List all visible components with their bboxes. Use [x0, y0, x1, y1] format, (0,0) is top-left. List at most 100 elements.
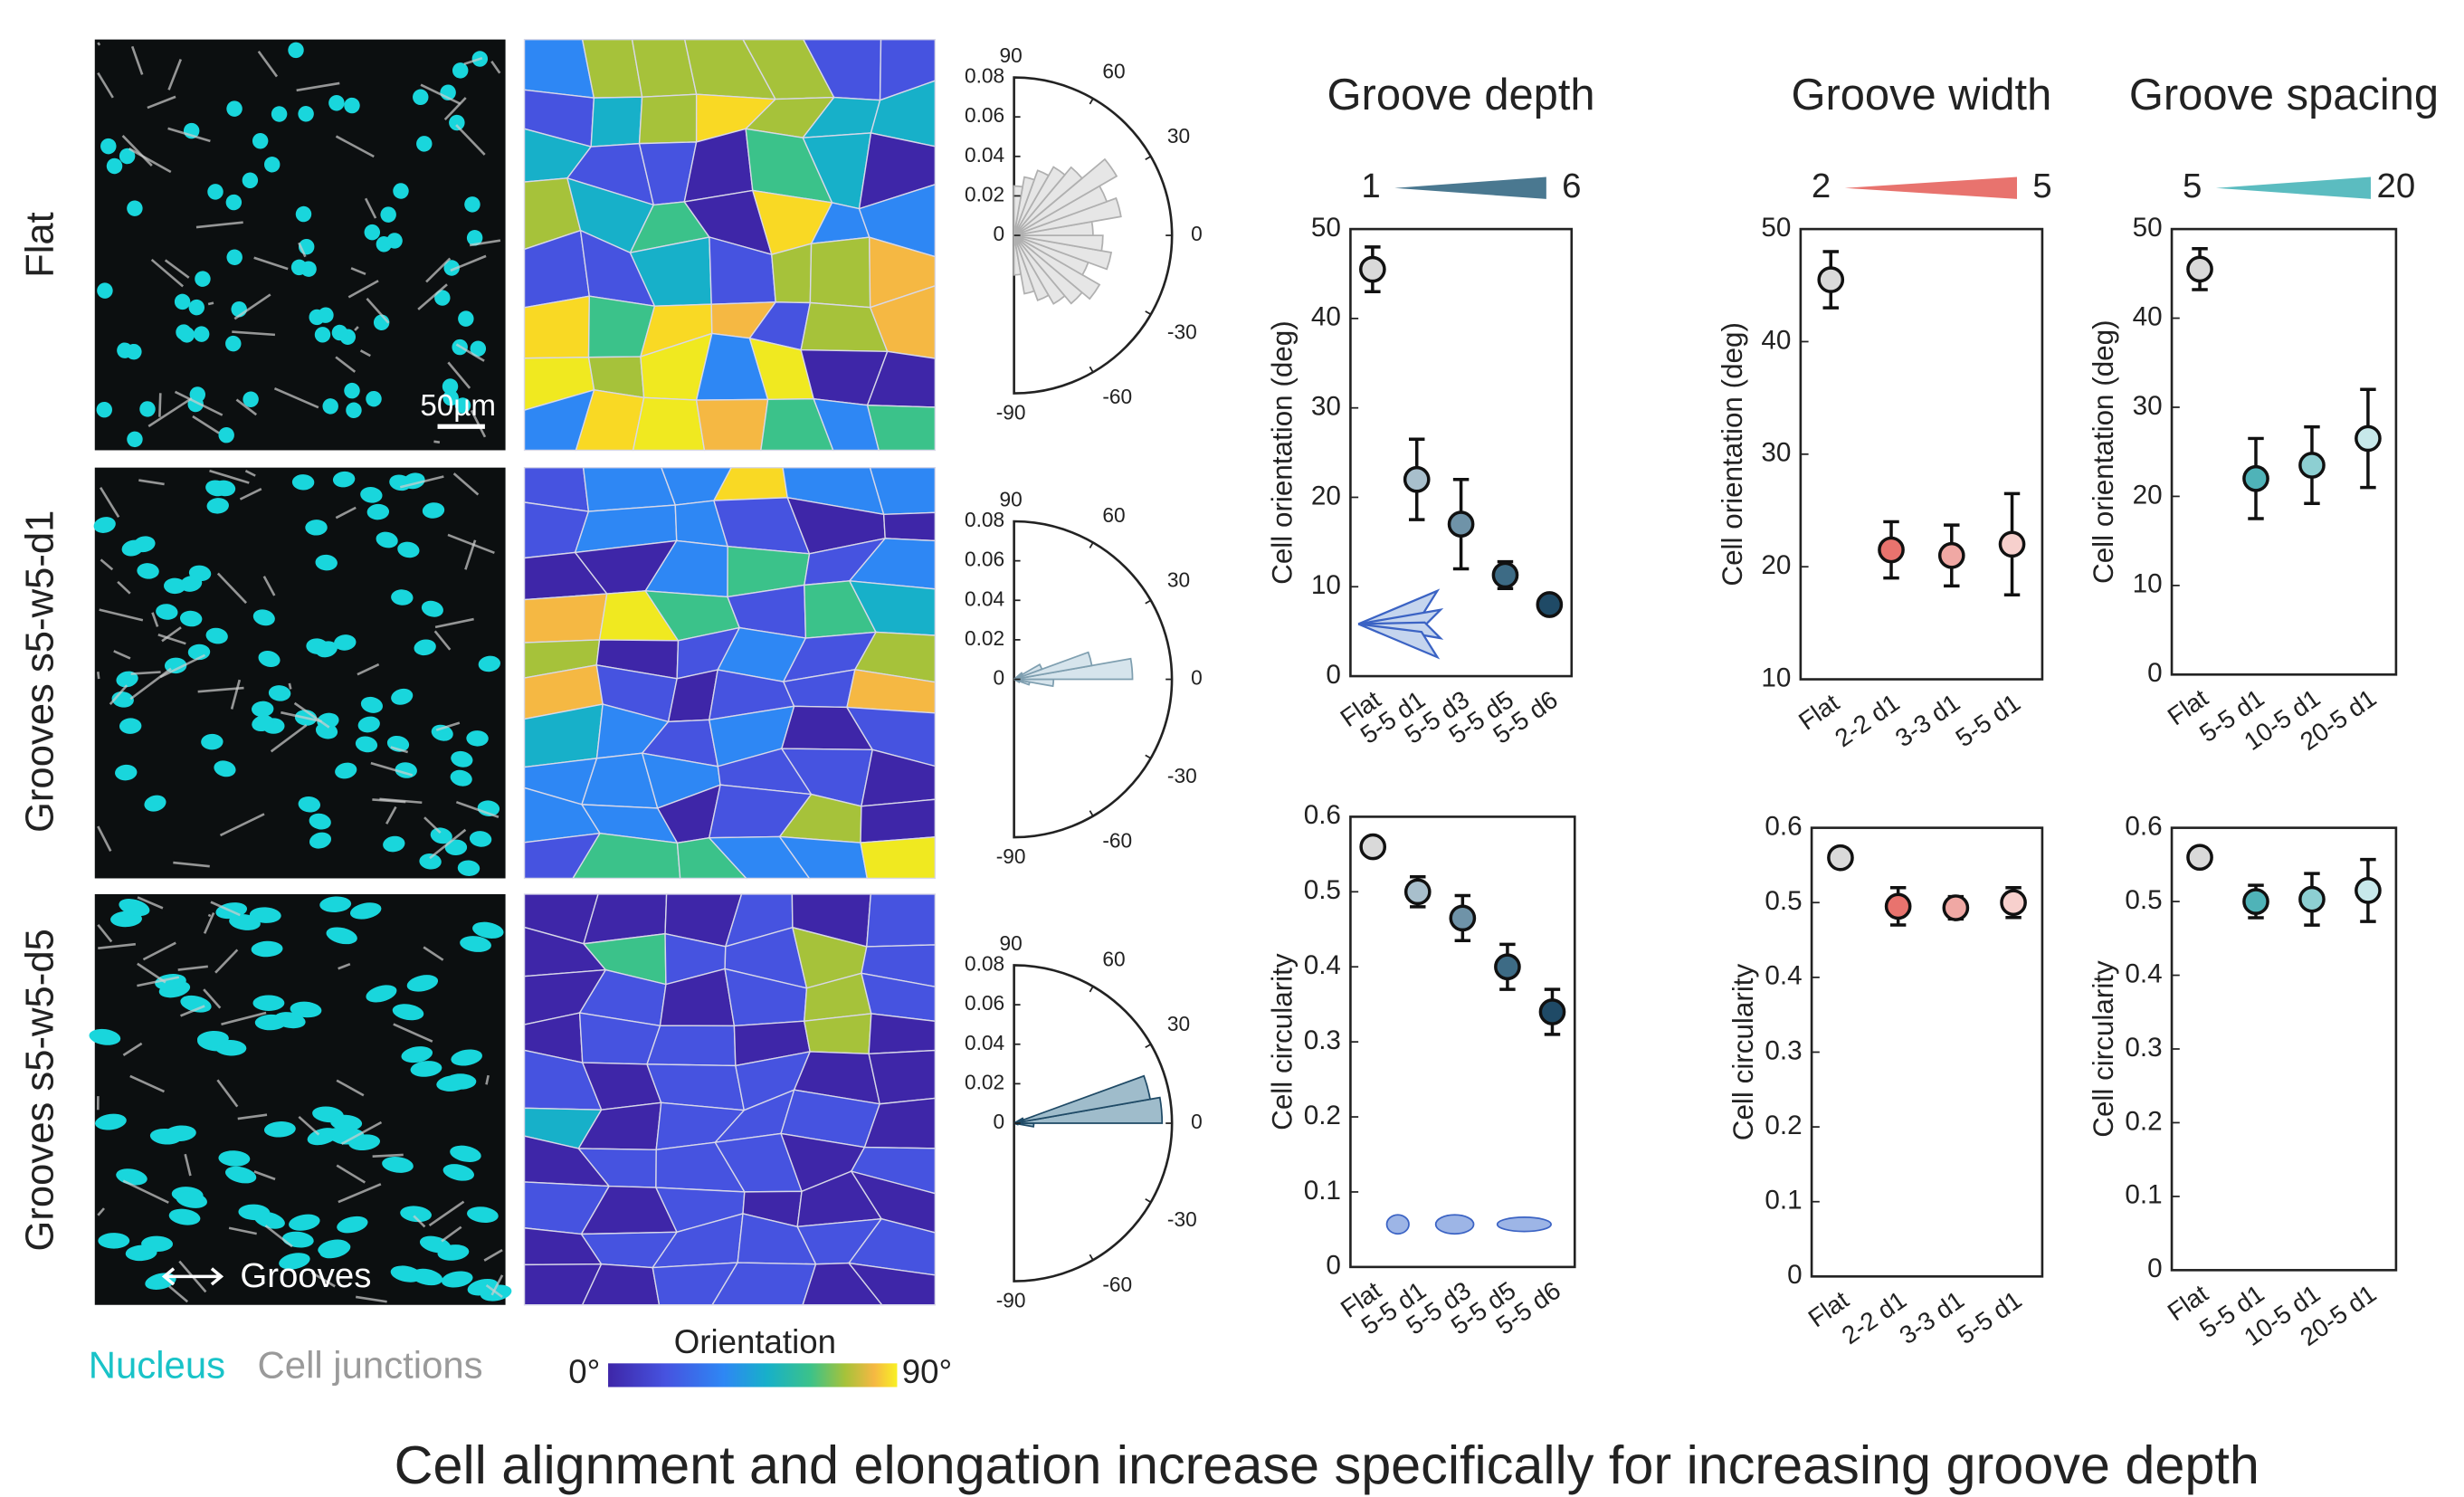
y-tick-label: 0.3 [1765, 1035, 1802, 1065]
panel-title: Groove depth [1327, 71, 1595, 119]
mean-point [1496, 955, 1519, 978]
junction [208, 915, 210, 916]
theta-tick-label: -30 [1167, 764, 1197, 787]
y-axis-label: Cell circularity [2088, 960, 2119, 1138]
y-tick-label: 0.5 [1304, 875, 1341, 905]
mean-point [2244, 467, 2268, 491]
colorbar-min: 0° [568, 1353, 600, 1390]
segmented-cell [861, 837, 935, 879]
x-tick-label: 3-3 d1 [1894, 1285, 1969, 1349]
y-tick-label: 0.5 [1765, 886, 1802, 916]
theta-tick-label: 30 [1167, 567, 1190, 591]
junction [373, 1155, 404, 1157]
theta-tick-label: -60 [1102, 1273, 1132, 1296]
mean-point [2300, 453, 2324, 477]
theta-tick-label: 90 [1000, 43, 1023, 67]
row-label: Grooves s5-w5-d5 [19, 929, 62, 1251]
r-tick-label: 0.04 [965, 1031, 1004, 1054]
theta-tick-label: 60 [1102, 947, 1125, 970]
theta-tick [1146, 755, 1151, 758]
mean-point [2188, 257, 2212, 281]
segmented-cell [633, 397, 705, 450]
y-tick-label: 0 [2147, 658, 2163, 688]
theta-tick [1089, 811, 1092, 816]
segmented-cell [525, 594, 607, 643]
y-tick-label: 30 [1761, 438, 1791, 468]
y-tick-label: 0.4 [1765, 961, 1802, 991]
mean-point [1493, 563, 1517, 586]
segmented-cell [647, 1025, 736, 1065]
y-tick-label: 0.6 [1304, 800, 1341, 830]
theta-tick-label: 30 [1167, 1012, 1190, 1035]
r-tick-label: 0.04 [965, 143, 1004, 167]
mean-point [1537, 593, 1561, 616]
junction [433, 442, 439, 443]
y-tick-label: 0.1 [2125, 1180, 2162, 1210]
theta-tick [1146, 157, 1151, 159]
junction [159, 393, 160, 416]
theta-tick [1146, 600, 1151, 603]
theta-tick-label: -90 [996, 400, 1026, 424]
theta-tick [1146, 1199, 1151, 1202]
nucleus [252, 995, 284, 1011]
page: {"chart_data": [ {"type": "polar_bar", "… [0, 0, 2464, 1497]
mean-point [2002, 891, 2025, 914]
y-tick-label: 0.2 [1304, 1101, 1341, 1130]
theta-tick-label: 60 [1102, 503, 1125, 527]
theta-tick-label: -60 [1102, 385, 1132, 408]
theta-tick-label: 0 [1191, 1110, 1203, 1133]
r-tick-label: 0 [994, 1110, 1005, 1133]
y-tick-label: 0.6 [2125, 811, 2162, 841]
theta-tick-label: -30 [1167, 319, 1197, 343]
mean-point [1361, 834, 1384, 858]
mean-point [1829, 846, 1852, 870]
y-tick-label: 0.2 [1765, 1111, 1802, 1140]
y-tick-label: 30 [1311, 392, 1341, 422]
axes-box [1801, 229, 2042, 679]
panel-title: Groove width [1791, 71, 2051, 119]
mean-point [1406, 880, 1430, 903]
theta-tick-label: -30 [1167, 1207, 1197, 1231]
theta-tick-label: -90 [996, 1288, 1026, 1311]
mean-point [2188, 845, 2212, 869]
r-tick-label: 0.08 [965, 64, 1004, 88]
y-tick-label: 10 [1311, 570, 1341, 600]
r-tick-label: 0.06 [965, 991, 1004, 1015]
colorbar-max: 90° [902, 1353, 952, 1390]
mean-point [1887, 894, 1910, 918]
legend-junctions: Cell junctions [258, 1344, 483, 1387]
r-tick-label: 0.02 [965, 182, 1004, 205]
theta-tick [1089, 1254, 1092, 1260]
colorbar-title: Orientation [674, 1323, 836, 1360]
theta-tick [1089, 542, 1092, 548]
mean-point [1450, 512, 1473, 536]
r-tick-label: 0.04 [965, 586, 1004, 610]
theta-tick-label: 30 [1167, 124, 1190, 148]
r-tick-label: 0 [994, 222, 1005, 245]
theta-tick [1146, 1044, 1151, 1047]
segmented-cell [804, 1014, 871, 1054]
r-tick-label: 0 [994, 666, 1005, 690]
grooves-label: Grooves [240, 1256, 371, 1295]
y-tick-label: 0.4 [2125, 958, 2162, 988]
segmented-cell [640, 94, 697, 143]
y-axis-label: Cell orientation (deg) [1717, 322, 1748, 586]
gradient-max: 20 [2377, 167, 2416, 205]
caption: Cell alignment and elongation increase s… [395, 1435, 2259, 1495]
y-tick-label: 0.5 [2125, 885, 2162, 915]
y-tick-label: 50 [1311, 213, 1341, 243]
gradient-min: 5 [2183, 167, 2202, 205]
segmented-cell [861, 799, 935, 843]
segmented-cell [697, 399, 768, 450]
scale-bar-label: 50µm [420, 389, 496, 423]
r-tick-label: 0.06 [965, 103, 1004, 127]
y-tick-label: 10 [1761, 663, 1791, 692]
mean-point [2000, 532, 2023, 556]
y-tick-label: 0 [2147, 1254, 2163, 1283]
x-tick-label: 2-2 d1 [1830, 689, 1905, 753]
gradient-wedge [1845, 176, 2017, 198]
y-axis-label: Cell circularity [1727, 963, 1759, 1140]
theta-tick-label: 90 [1000, 931, 1023, 955]
r-tick-label: 0.08 [965, 951, 1004, 975]
y-tick-label: 0.6 [1765, 811, 1802, 841]
